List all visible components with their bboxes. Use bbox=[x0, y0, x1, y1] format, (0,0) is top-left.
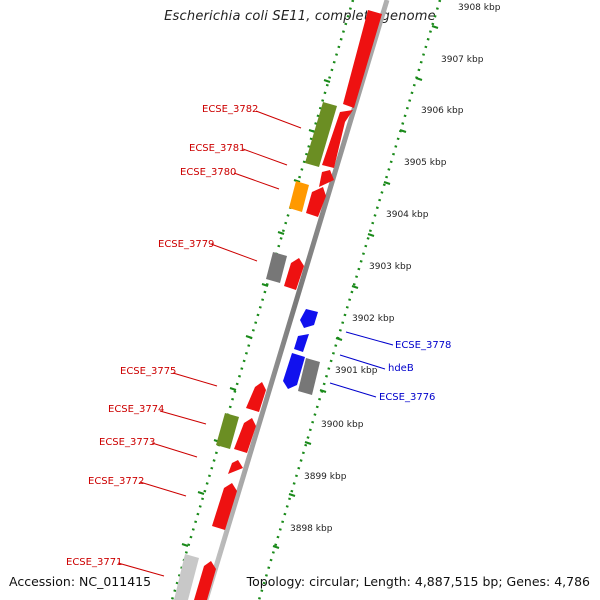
gene-label-ecse-3779: ECSE_3779 bbox=[158, 239, 214, 250]
tick-group: 3908 kbp 3907 kbp 3906 kbp 3905 kbp 3904… bbox=[290, 3, 501, 534]
gene-label-ecse-3774: ECSE_3774 bbox=[108, 404, 164, 415]
tick-label-3903: 3903 kbp bbox=[369, 262, 412, 272]
gene-labels: ECSE_3782 ECSE_3781 ECSE_3780 ECSE_3779 … bbox=[66, 104, 451, 568]
tick-label-3905: 3905 kbp bbox=[404, 158, 447, 168]
gene-feature-trna bbox=[305, 102, 337, 167]
gene-feature-rrna bbox=[289, 181, 309, 212]
tick-label-3908: 3908 kbp bbox=[458, 3, 501, 13]
tick-label-3907: 3907 kbp bbox=[441, 55, 484, 65]
tick-marks bbox=[272, 25, 439, 549]
gene-label-ecse-3771: ECSE_3771 bbox=[66, 557, 122, 568]
outer-ruler-ring bbox=[257, 0, 442, 600]
gene-label-ecse-3782: ECSE_3782 bbox=[202, 104, 258, 115]
tick-label-3902: 3902 kbp bbox=[352, 314, 395, 324]
gene-feature-pseudo bbox=[298, 358, 320, 395]
gene-feature-cds bbox=[234, 418, 256, 453]
tick-label-3900: 3900 kbp bbox=[321, 420, 364, 430]
feature-track bbox=[174, 10, 382, 600]
gene-feature-light bbox=[174, 554, 199, 600]
gene-label-ecse-3775: ECSE_3775 bbox=[120, 366, 176, 377]
inner-ring bbox=[170, 0, 355, 600]
gene-feature-cds bbox=[322, 110, 353, 168]
gene-label-ecse-3778: ECSE_3778 bbox=[395, 340, 451, 351]
gene-feature-pseudo bbox=[266, 252, 287, 283]
gene-feature-cds bbox=[284, 258, 304, 290]
gene-feature-cds bbox=[306, 187, 326, 217]
gene-label-ecse-3776: ECSE_3776 bbox=[379, 392, 435, 403]
gene-feature-rev bbox=[283, 353, 305, 389]
genome-summary: Topology: circular; Length: 4,887,515 bp… bbox=[246, 574, 590, 589]
gene-label-hdeb: hdeB bbox=[388, 363, 414, 374]
gene-label-ecse-3772: ECSE_3772 bbox=[88, 476, 144, 487]
gene-label-ecse-3780: ECSE_3780 bbox=[180, 167, 236, 178]
tick-label-3899: 3899 kbp bbox=[304, 472, 347, 482]
tick-label-3901: 3901 kbp bbox=[335, 366, 378, 376]
inner-tick-marks bbox=[181, 79, 331, 547]
gene-feature-cds bbox=[212, 483, 237, 530]
gene-feature-cds bbox=[228, 460, 243, 474]
genome-backbone bbox=[203, 0, 390, 600]
gene-feature-trna bbox=[216, 413, 239, 449]
gene-feature-cds bbox=[319, 170, 334, 187]
gene-feature-cds bbox=[246, 382, 266, 412]
gene-label-ecse-3773: ECSE_3773 bbox=[99, 437, 155, 448]
tick-label-3904: 3904 kbp bbox=[386, 210, 429, 220]
accession-label: Accession: NC_011415 bbox=[9, 574, 152, 589]
tick-label-3906: 3906 kbp bbox=[421, 106, 464, 116]
gene-feature-rev bbox=[294, 334, 309, 352]
gene-label-ecse-3781: ECSE_3781 bbox=[189, 143, 245, 154]
tick-label-3898: 3898 kbp bbox=[290, 524, 333, 534]
leader-lines bbox=[117, 110, 394, 577]
gene-feature-cds bbox=[343, 10, 382, 108]
gene-feature-cds bbox=[194, 561, 216, 600]
gene-feature-rev bbox=[300, 309, 318, 328]
